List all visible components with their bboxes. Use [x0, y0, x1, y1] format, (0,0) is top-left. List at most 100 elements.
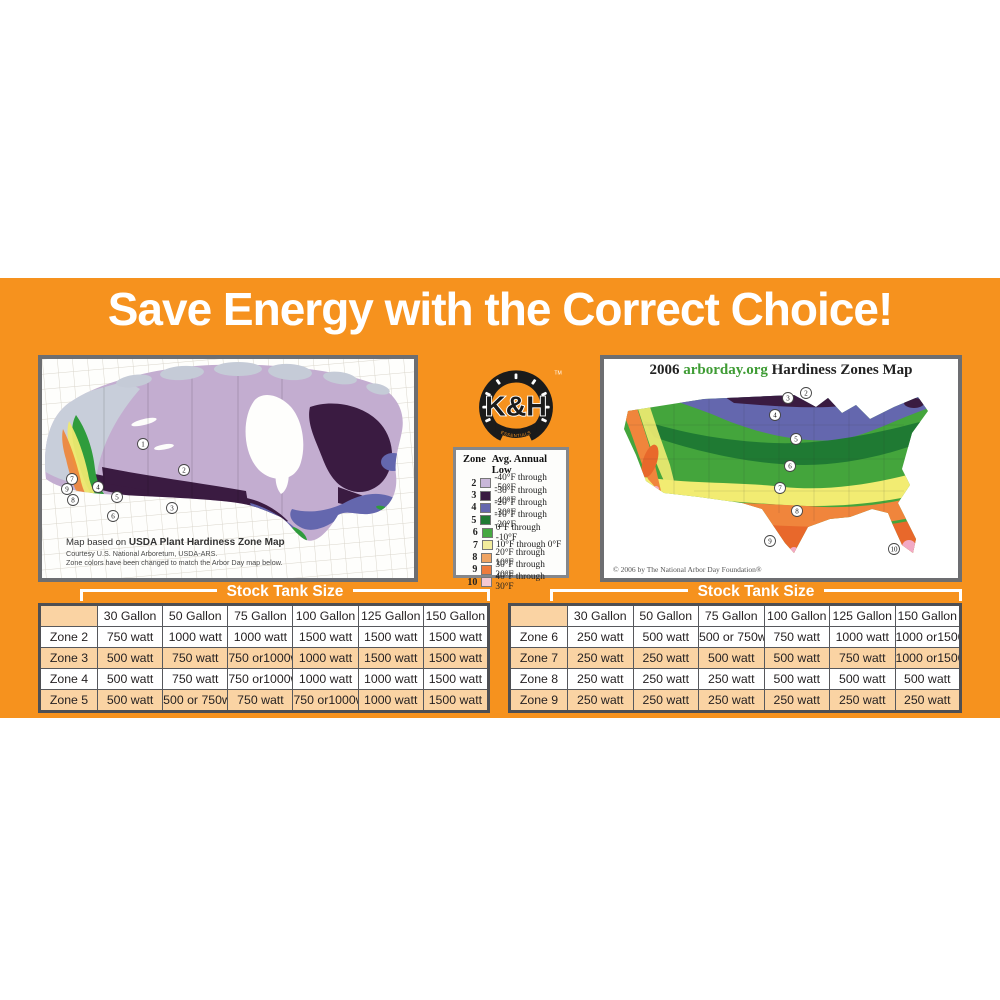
legend-zone-number: 3	[471, 490, 477, 502]
wattage-cell: 1500 watt	[422, 668, 490, 690]
arctic-islands	[116, 362, 390, 395]
legend-row: 7 10°F through 0°F	[461, 539, 563, 551]
canada-map-caption: Map based on USDA Plant Hardiness Zone M…	[66, 537, 285, 568]
wattage-cell: 750 or1000w	[227, 647, 294, 669]
legend-col-zone: Zone	[462, 454, 486, 465]
wattage-cell: 500 watt	[96, 647, 164, 669]
table-row: Zone 5 500 watt 500 or 750w 750 watt 750…	[39, 689, 490, 712]
table-header-row: 30 Gallon 50 Gallon 75 Gallon 100 Gallon…	[509, 604, 961, 627]
wattage-cell: 750 watt	[162, 647, 229, 669]
table-bracket: Stock Tank Size	[550, 584, 962, 603]
caption-note: Zone colors have been changed to match t…	[66, 558, 283, 567]
column-header: 150 Gallon	[422, 604, 490, 627]
column-header: 30 Gallon	[567, 604, 634, 627]
corner-cell	[509, 604, 568, 627]
us-map-image: 2 3 4 5 6 7 8 9 10	[624, 387, 928, 555]
caption-map-name: USDA Plant Hardiness Zone Map	[128, 536, 285, 548]
svg-text:8: 8	[795, 507, 799, 515]
canada-zone-markers: 1 2 3 4 5 6 7 8 9	[61, 438, 190, 522]
svg-text:7: 7	[70, 475, 74, 483]
bracket-right-line	[824, 589, 962, 601]
legend-zone-number: 8	[472, 552, 478, 564]
legend-row: 4 -20°F through -30°F	[461, 498, 563, 518]
svg-text:2: 2	[182, 466, 186, 474]
wattage-cell: 250 watt	[632, 668, 699, 690]
wattage-cell: 500 watt	[698, 647, 765, 669]
table-row: Zone 9 250 watt 250 watt 250 watt 250 wa…	[509, 689, 961, 712]
wattage-cell: 500 watt	[763, 668, 830, 690]
table-row: Zone 2 750 watt 1000 watt 1000 watt 1500…	[39, 626, 490, 648]
legend-zone-number: 4	[471, 502, 477, 514]
wattage-cell: 500 watt	[96, 668, 164, 690]
legend-range: -10°F through -20°F	[494, 510, 547, 531]
caption-prefix: Map based on	[66, 536, 129, 548]
wattage-cell: 1500 watt	[422, 647, 490, 669]
legend-color-swatch	[481, 527, 493, 538]
legend-color-swatch	[481, 564, 493, 575]
row-label: Zone 7	[509, 647, 568, 669]
wattage-cell: 500 watt	[632, 626, 699, 648]
svg-text:10: 10	[891, 545, 899, 553]
table-row: Zone 6 250 watt 500 watt 500 or 750w 750…	[509, 626, 961, 648]
corner-cell	[39, 604, 98, 627]
us-map-year: 2006	[649, 362, 684, 378]
svg-text:5: 5	[115, 493, 119, 501]
wattage-cell: 1500 watt	[292, 626, 359, 648]
wattage-cell: 1000 watt	[357, 689, 424, 712]
wattage-cell: 500 or 750w	[162, 689, 229, 712]
legend-color-swatch	[481, 552, 493, 563]
wattage-cell: 500 watt	[96, 689, 164, 712]
us-landmass	[624, 395, 928, 553]
row-label: Zone 5	[39, 689, 98, 712]
legend-header: Zone Avg. Annual Low	[461, 454, 563, 476]
row-label: Zone 6	[509, 626, 568, 648]
wattage-cell: 1500 watt	[422, 626, 490, 648]
wattage-cell: 750 or1000w	[292, 689, 359, 712]
legend-color-swatch	[480, 515, 492, 526]
row-label: Zone 9	[509, 689, 568, 712]
logo-band	[495, 422, 537, 438]
column-header: 125 Gallon	[829, 604, 896, 627]
wattage-cell: 750 watt	[96, 626, 164, 648]
legend-zone-number: 5	[471, 514, 477, 526]
legend-range: -40°F through -50°F	[494, 473, 547, 494]
horseshoe-nail-holes	[482, 373, 550, 423]
row-label: Zone 2	[39, 626, 98, 648]
orange-banner: Save Energy with the Correct Choice!	[0, 278, 1000, 718]
wattage-cell: 250 watt	[567, 689, 634, 712]
table-title: Stock Tank Size	[697, 583, 815, 600]
legend-color-swatch	[480, 478, 492, 489]
legend-color-swatch	[481, 577, 493, 588]
column-header: 30 Gallon	[96, 604, 164, 627]
us-zone-markers: 2 3 4 5 6 7 8 9 10	[764, 387, 900, 555]
column-header: 150 Gallon	[894, 604, 961, 627]
legend-range: 20°F through 10°F	[495, 547, 545, 568]
us-map-copyright: © 2006 by The National Arbor Day Foundat…	[613, 565, 762, 574]
us-map-title-rest: Hardiness Zones Map	[767, 362, 913, 378]
table-row: Zone 8 250 watt 250 watt 250 watt 500 wa…	[509, 668, 961, 690]
svg-text:4: 4	[96, 483, 100, 491]
svg-text:2: 2	[804, 389, 808, 397]
legend-zone-number: 7	[473, 539, 478, 551]
svg-text:3: 3	[170, 504, 174, 512]
legend-range: 30°F through 20°F	[495, 559, 545, 580]
column-header: 100 Gallon	[292, 604, 359, 627]
canada-hardiness-map-panel: 1 2 3 4 5 6 7 8 9 Map based on USDA Plan…	[38, 355, 418, 582]
wattage-cell: 1000 watt	[829, 626, 896, 648]
wattage-cell: 500 watt	[763, 647, 830, 669]
svg-text:8: 8	[71, 496, 75, 504]
table-title: Stock Tank Size	[226, 583, 344, 600]
legend-row: 2 -40°F through -50°F	[461, 473, 563, 493]
wattage-cell: 250 watt	[567, 626, 634, 648]
legend-color-swatch	[482, 540, 493, 551]
row-label: Zone 4	[39, 668, 98, 690]
legend-zone-number: 10	[467, 576, 478, 588]
wattage-cell: 1000 or1500w	[894, 647, 961, 669]
kh-farm-essentials-logo: TM K&H FARM ESSENTIALS	[479, 370, 562, 441]
wattage-cell: 1000 or1500w	[894, 626, 961, 648]
wattage-table: 30 Gallon 50 Gallon 75 Gallon 100 Gallon…	[508, 603, 962, 713]
svg-text:9: 9	[768, 537, 772, 545]
legend-range: 0°F through -10°F	[495, 522, 541, 543]
wattage-cell: 750 watt	[829, 647, 896, 669]
